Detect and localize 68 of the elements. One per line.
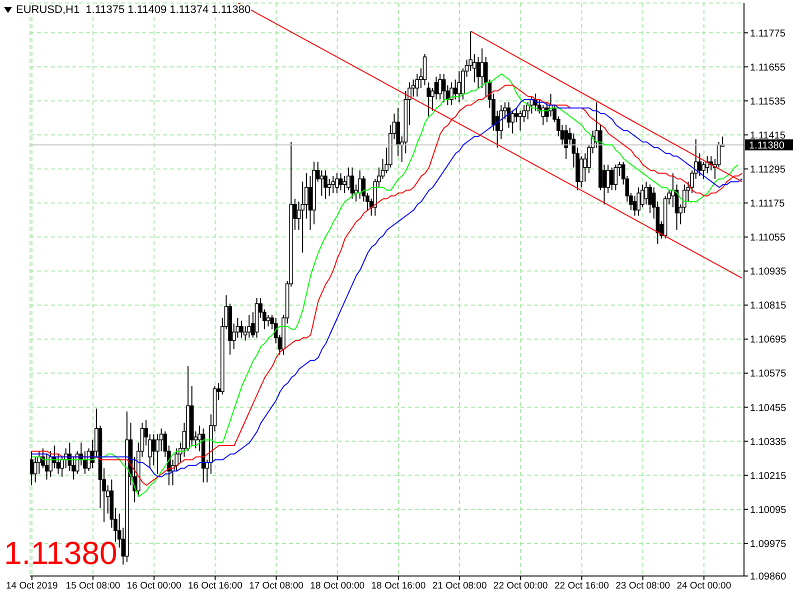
y-tick-label: 1.11295 [750,164,786,176]
candlestick [457,70,462,103]
y-tick-label: 1.10695 [750,334,787,346]
candlestick [480,48,484,89]
y-tick-label: 1.11055 [750,232,786,244]
y-tick-label: 1.09975 [750,538,787,550]
x-tick-label: 24 Oct 00:00 [676,580,732,592]
candlestick [247,314,252,338]
x-tick-label: 14 Oct 2019 [6,580,58,592]
x-tick-label: 17 Oct 08:00 [249,580,304,592]
candlestick [453,79,458,100]
candlestick [442,73,446,103]
x-tick-label: 15 Oct 08:00 [66,580,120,592]
candlestick [476,56,480,89]
candlestick [422,54,427,86]
y-tick-label: 1.11535 [750,96,786,108]
ref-line-label: 1.11380 [749,140,785,152]
candlestick [606,164,610,194]
candlestick [579,156,584,188]
candlestick [342,176,346,194]
candlestick [266,314,270,327]
chart-title: EURUSD,H1 1.11375 1.11409 1.11374 1.11380 [16,4,251,16]
candlestick [438,73,442,100]
x-tick-label: 22 Oct 00:00 [493,580,548,592]
y-tick-label: 1.10215 [750,470,787,482]
x-tick-label: 18 Oct 00:00 [310,580,365,592]
y-tick-label: 1.10935 [750,266,787,278]
candlestick [338,172,343,191]
y-tick-label: 1.10815 [750,300,787,312]
candlestick [636,186,640,216]
candlestick [346,167,350,191]
candlestick [335,172,339,194]
x-tick-label: 21 Oct 08:00 [432,580,487,592]
candlestick [327,178,332,196]
candlestick [614,164,618,191]
candlestick [320,170,324,196]
candlestick [564,124,568,160]
candlestick [514,107,518,123]
y-tick-label: 1.11775 [750,28,786,40]
candlestick [644,181,648,205]
candlestick [350,167,354,200]
x-tick-label: 18 Oct 16:00 [371,580,426,592]
candlestick [358,170,362,200]
y-tick-label: 1.11415 [750,130,786,142]
candlestick [426,82,430,117]
annotation: 1.11380 [4,535,118,571]
candlestick [30,450,34,486]
y-tick-label: 1.10335 [750,436,787,448]
candlestick [510,110,514,134]
candlestick [518,110,522,132]
y-tick-label: 1.10575 [750,368,787,380]
candlestick [698,152,702,177]
x-tick-label: 23 Oct 08:00 [616,580,670,592]
y-tick-label: 1.10455 [750,402,787,414]
x-tick-label: 22 Oct 16:00 [554,580,609,592]
x-tick-label: 16 Oct 00:00 [126,580,182,592]
y-tick-label: 1.11655 [750,62,786,74]
y-tick-label: 1.10095 [750,504,787,516]
x-tick-label: 16 Oct 16:00 [188,580,242,592]
candlestick [331,176,336,194]
candlestick [450,82,454,106]
candlestick [632,195,637,216]
candlestick [324,170,328,200]
y-tick-label: 1.11175 [750,198,786,210]
y-tick-label: 1.09860 [750,572,787,583]
candlestick [152,434,156,466]
candlestick [240,320,244,338]
candlestick [610,167,614,191]
